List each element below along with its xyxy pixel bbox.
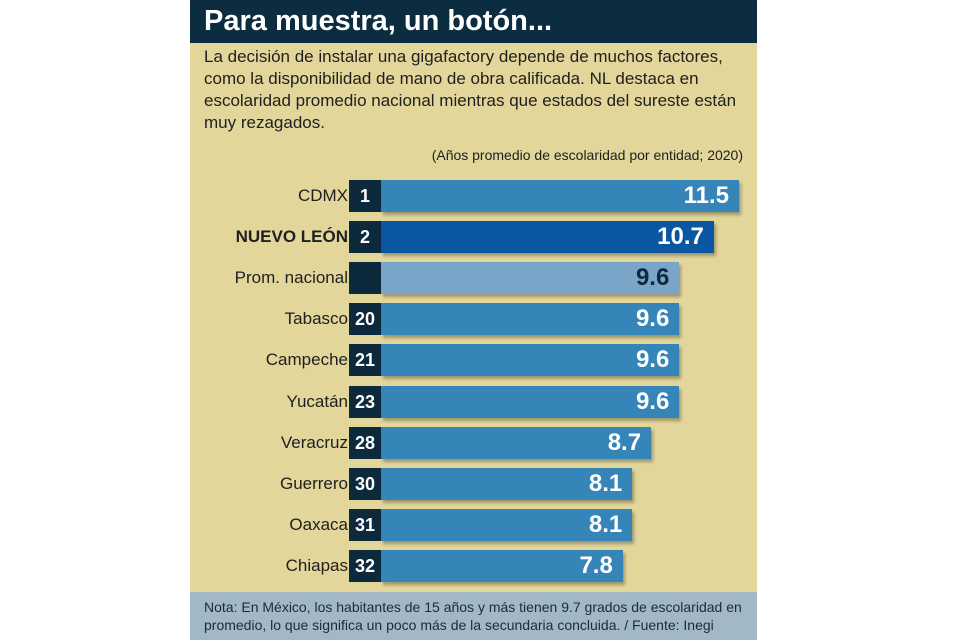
rank-badge: 23: [349, 385, 381, 418]
category-label: Guerrero: [279, 473, 348, 493]
data-label: 8.1: [588, 469, 623, 497]
bar: [381, 467, 633, 500]
category-label: Prom. nacional: [234, 268, 348, 288]
bar: [381, 303, 680, 336]
bar: [381, 344, 680, 377]
bar: [381, 385, 680, 418]
bar: [381, 508, 633, 541]
intro-text: La decisión de instalar una gigafactory …: [204, 47, 737, 132]
rank-badge: 32: [349, 549, 381, 582]
category-label: Chiapas: [285, 555, 348, 575]
data-label: 9.6: [635, 264, 670, 292]
data-label: 8.7: [607, 428, 642, 456]
bar: [381, 221, 714, 254]
category-label: Veracruz: [280, 432, 348, 452]
rank-badge: 20: [349, 303, 381, 336]
rank-badge: 28: [349, 426, 381, 459]
data-label: 9.6: [635, 387, 670, 415]
bar: [381, 549, 623, 582]
category-label: Yucatán: [286, 391, 348, 411]
data-label: 11.5: [683, 182, 729, 209]
category-label: NUEVO LEÓN: [235, 227, 348, 247]
rank-badge: 21: [349, 344, 381, 377]
bar: [381, 426, 652, 459]
category-label: Oaxaca: [289, 514, 348, 534]
rank-badge: 2: [349, 221, 381, 254]
title: Para muestra, un botón...: [190, 0, 757, 43]
chart-subtitle: (Años promedio de escolaridad por entida…: [431, 147, 743, 163]
rank-badge: 1: [349, 180, 381, 212]
infographic-panel: Para muestra, un botón... La decisión de…: [190, 0, 757, 640]
rank-badge: 31: [349, 508, 381, 541]
bar-chart: CDMX 1 11.5 NUEVO LEÓN 2 10.7 Prom. nacional 9.…: [190, 0, 757, 592]
footer-note: Nota: En México, los habitantes de 15 añ…: [190, 592, 757, 640]
data-label: 9.6: [635, 346, 670, 374]
rank-badge: [349, 262, 381, 295]
category-label: Tabasco: [284, 309, 348, 329]
category-label: Campeche: [265, 350, 348, 370]
data-label: 10.7: [657, 223, 704, 251]
data-label: 9.6: [635, 305, 670, 333]
bar: [381, 180, 739, 212]
data-label: 8.1: [588, 510, 623, 538]
rank-badge: 30: [349, 467, 381, 500]
category-label: CDMX: [297, 186, 348, 205]
bar: [381, 262, 680, 295]
data-label: 7.8: [579, 551, 613, 579]
